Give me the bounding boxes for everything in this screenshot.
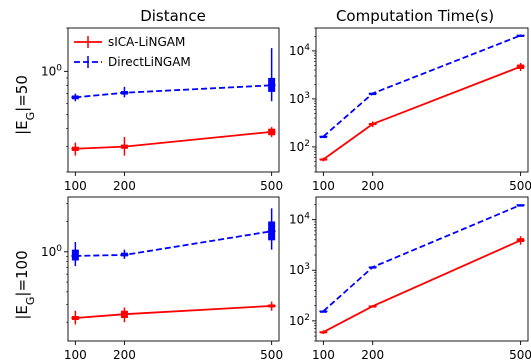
legend: sICA-LiNGAM DirectLiNGAM [74,35,191,69]
x-tick-label: 200 [361,348,384,362]
panel-row1-distance: 100 200 500 100 sICA-LiNGAM DirectLiNGAM [41,27,283,193]
x-tick-label: 100 [312,179,335,193]
y-tick-label: 100 [41,244,62,259]
x-tick-label: 500 [260,348,283,362]
axes-frame [315,27,529,173]
series-sICA-LiNGAM [319,236,525,335]
series-DirectLiNGAM [319,34,525,139]
x-tick-label: 100 [312,348,335,362]
series-line [322,65,521,161]
series-line [322,239,521,333]
data-point [71,249,79,261]
axes-frame [67,27,280,173]
series-DirectLiNGAM [71,208,276,267]
panel-row2-time: 100 200 500 102 103 104 [289,196,531,362]
row-label-100: |EG|=100 [13,250,37,319]
x-tick-label: 200 [113,348,136,362]
legend-label: sICA-LiNGAM [108,35,185,49]
series-DirectLiNGAM [319,204,525,313]
series-line [75,305,272,319]
x-tick-label: 500 [260,179,283,193]
axes-frame [315,196,529,342]
series-line [322,204,521,312]
y-tick-label: 103 [289,262,310,277]
series-DirectLiNGAM [71,48,276,102]
series-line [75,130,272,150]
series-sICA-LiNGAM [71,301,276,325]
legend-label: DirectLiNGAM [108,55,191,69]
axes-frame [67,196,280,342]
x-tick-label: 100 [64,348,87,362]
panel-row1-time: 100 200 500 102 103 104 [289,27,531,193]
y-tick-label: 104 [289,212,310,227]
y-tick-label: 102 [289,139,310,154]
x-tick-label: 200 [361,179,384,193]
x-tick-label: 500 [509,348,531,362]
series-line [75,84,272,99]
col-title-distance: Distance [140,7,206,25]
series-sICA-LiNGAM [319,62,525,162]
series-line [75,230,272,257]
row-label-50: |EG|=50 [13,75,37,135]
y-tick-label: 104 [289,43,310,58]
x-tick-label: 100 [64,179,87,193]
x-tick-label: 500 [509,179,531,193]
panel-row2-distance: 100 200 500 100 [41,196,283,362]
y-tick-label: 102 [289,313,310,328]
series-line [322,34,521,138]
y-tick-label: 100 [41,63,62,78]
col-title-time: Computation Time(s) [336,7,494,25]
series-sICA-LiNGAM [71,127,276,156]
y-tick-label: 103 [289,91,310,106]
x-tick-label: 200 [113,179,136,193]
